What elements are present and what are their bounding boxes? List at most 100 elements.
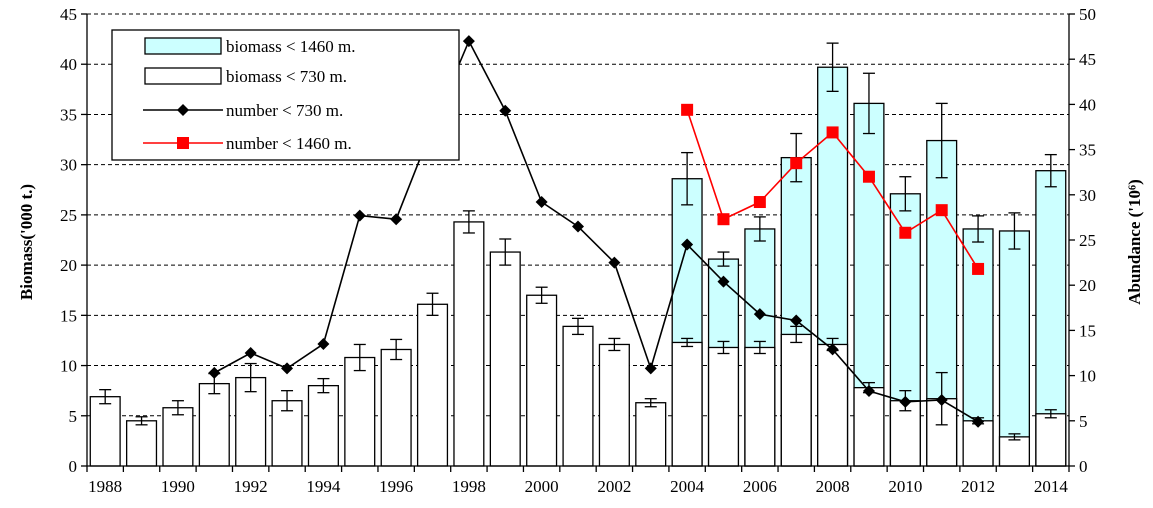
y-right-tick-label: 5 bbox=[1079, 412, 1088, 431]
series-number-730-point bbox=[935, 394, 948, 407]
y-right-tick-label: 25 bbox=[1079, 231, 1096, 250]
series-number-730-point bbox=[790, 314, 803, 327]
bar-biomass-730 bbox=[125, 420, 158, 467]
bar-biomass-730 bbox=[853, 387, 885, 467]
y-axis-left-title: Biomass('000 t.) bbox=[17, 184, 36, 300]
y-right-tick-label: 15 bbox=[1079, 321, 1096, 340]
x-tick-label: 2014 bbox=[1034, 477, 1069, 496]
y-left-tick-label: 15 bbox=[60, 306, 77, 325]
bar-biomass-730 bbox=[198, 382, 230, 467]
bar-biomass-730 bbox=[526, 294, 558, 467]
y-left-tick-label: 10 bbox=[60, 357, 77, 376]
bar-biomass-730 bbox=[998, 436, 1031, 467]
bar-biomass-730 bbox=[817, 343, 849, 467]
series-number-730-point bbox=[499, 104, 512, 117]
y-right-tick-label: 40 bbox=[1079, 95, 1096, 114]
x-tick-label: 1990 bbox=[161, 477, 195, 496]
bar-biomass-730 bbox=[489, 251, 521, 467]
bar-biomass-1460 bbox=[998, 230, 1031, 467]
y-left-tick-label: 20 bbox=[60, 256, 77, 275]
bar-biomass-730 bbox=[89, 396, 121, 467]
series-number-730-point bbox=[899, 395, 912, 408]
y-left-tick-label: 45 bbox=[60, 5, 77, 24]
y-left-tick-label: 35 bbox=[60, 105, 77, 124]
series-number-730-point bbox=[608, 256, 621, 269]
series-number-730-point bbox=[353, 209, 366, 222]
series-number-730-point bbox=[390, 213, 403, 226]
series-number-730-point bbox=[244, 347, 257, 359]
series-number-1460-point bbox=[826, 126, 839, 139]
bar-biomass-730 bbox=[416, 303, 449, 467]
y-right-tick-label: 50 bbox=[1079, 5, 1096, 24]
bar-biomass-730 bbox=[780, 333, 812, 467]
y-axis-right-title: Abundance ('10⁶) bbox=[1125, 179, 1144, 305]
x-tick-label: 1994 bbox=[306, 477, 341, 496]
bar-biomass-730 bbox=[635, 402, 667, 467]
legend-swatch-biomass-730 bbox=[144, 67, 222, 85]
series-number-730-point bbox=[317, 337, 330, 350]
bar-biomass-730 bbox=[707, 346, 740, 467]
series-number-730-point bbox=[208, 366, 221, 379]
y-right-tick-label: 10 bbox=[1079, 367, 1096, 386]
bar-biomass-730 bbox=[453, 221, 485, 467]
series-number-1460-point bbox=[862, 170, 875, 183]
x-tick-label: 2000 bbox=[525, 477, 559, 496]
series-number-1460-point bbox=[790, 157, 803, 170]
series-number-730-point bbox=[826, 343, 839, 356]
series-number-730-point bbox=[535, 196, 548, 209]
series-number-730-point bbox=[644, 362, 657, 375]
x-tick-label: 1996 bbox=[379, 477, 413, 496]
legend-label: biomass < 1460 m. bbox=[226, 37, 356, 56]
series-number-730-point bbox=[972, 415, 985, 428]
error-bars bbox=[99, 42, 1057, 441]
y-left-tick-label: 40 bbox=[60, 55, 77, 74]
bar-biomass-730 bbox=[598, 343, 630, 467]
x-tick-label: 1998 bbox=[452, 477, 486, 496]
legend-marker-number-730 bbox=[177, 104, 189, 116]
bar-biomass-730 bbox=[1035, 413, 1067, 467]
y-right-tick-label: 20 bbox=[1079, 276, 1096, 295]
series-number-1460-point bbox=[753, 196, 766, 209]
bar-biomass-730 bbox=[162, 407, 194, 467]
series-number-730-point bbox=[462, 35, 475, 48]
y-left-tick-label: 25 bbox=[60, 206, 77, 225]
series-number-730-line bbox=[213, 39, 979, 423]
x-tick-label: 1988 bbox=[88, 477, 122, 496]
bar-biomass-730 bbox=[744, 346, 776, 467]
x-tick-label: 2002 bbox=[597, 477, 631, 496]
x-axis-ticks: 1988 1990 1992 1994 1996 1998 2000 2002 2004 2006… bbox=[86, 466, 1070, 496]
series-number-730-point bbox=[572, 220, 584, 233]
bar-biomass-730 bbox=[307, 384, 339, 467]
series-number-730-point bbox=[281, 362, 294, 375]
series-number-730-point bbox=[681, 238, 694, 251]
bars-biomass-730 bbox=[89, 221, 1067, 467]
legend-marker-number-1460 bbox=[177, 137, 189, 149]
y-right-tick-label: 30 bbox=[1079, 186, 1096, 205]
y-axis-left-ticks: 0 5 10 15 20 25 30 35 40 45 bbox=[60, 5, 87, 476]
x-tick-label: 2008 bbox=[816, 477, 850, 496]
y-right-tick-label: 45 bbox=[1079, 50, 1096, 69]
y-right-tick-label: 0 bbox=[1079, 457, 1088, 476]
bar-biomass-730 bbox=[562, 325, 594, 467]
x-tick-label: 2004 bbox=[670, 477, 705, 496]
line-series bbox=[208, 35, 985, 428]
bar-biomass-730 bbox=[344, 356, 376, 467]
legend-swatch-biomass-1460 bbox=[144, 37, 222, 55]
x-tick-label: 2012 bbox=[961, 477, 995, 496]
bar-biomass-730 bbox=[235, 376, 267, 467]
legend-label: biomass < 730 m. bbox=[226, 67, 347, 86]
x-tick-label: 2006 bbox=[743, 477, 777, 496]
x-tick-label: 2010 bbox=[888, 477, 922, 496]
y-left-tick-label: 5 bbox=[69, 407, 78, 426]
y-left-tick-label: 30 bbox=[60, 156, 77, 175]
series-number-730-point bbox=[753, 308, 766, 321]
series-number-1460-point bbox=[935, 204, 948, 217]
x-tick-label: 1992 bbox=[234, 477, 268, 496]
y-axis-right-ticks: 0 5 10 15 20 25 30 35 40 45 50 bbox=[1069, 5, 1096, 476]
legend-label: number < 1460 m. bbox=[226, 134, 352, 153]
legend-label: number < 730 m. bbox=[226, 101, 343, 120]
y-left-tick-label: 0 bbox=[69, 457, 78, 476]
series-number-730-point bbox=[717, 275, 730, 288]
series-number-1460-point bbox=[899, 226, 912, 239]
